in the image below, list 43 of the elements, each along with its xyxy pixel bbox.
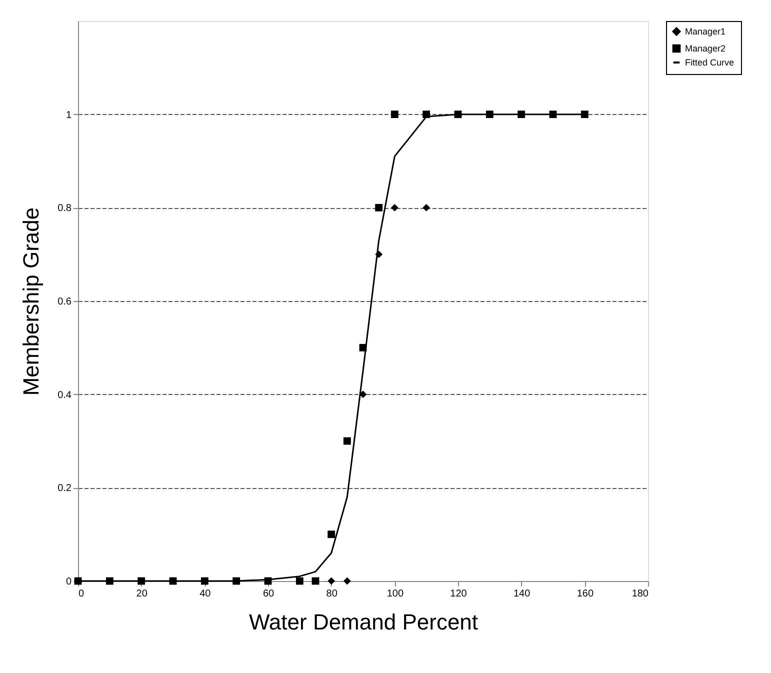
point	[343, 577, 351, 585]
point	[390, 204, 398, 212]
point	[359, 390, 367, 398]
y-tick-label: 0.8	[58, 203, 72, 214]
x-tick-label: 80	[326, 588, 338, 600]
legend-label: Manager2	[685, 44, 726, 54]
x-tick-label: 140	[513, 588, 531, 600]
point	[454, 110, 462, 118]
x-tick-label: 120	[450, 588, 468, 600]
legend-label: Manager1	[685, 26, 726, 36]
point	[138, 577, 146, 585]
point	[549, 110, 557, 118]
point	[375, 204, 383, 212]
x-tick-label: 160	[576, 588, 594, 600]
x-tick-label: 60	[262, 588, 274, 600]
x-axis-title: Water Demand Percent	[248, 610, 478, 634]
x-tick-label: 100	[386, 588, 404, 600]
y-tick-label: 0.4	[58, 390, 72, 401]
point	[422, 204, 430, 212]
x-tick-label: 0	[78, 588, 84, 600]
point	[486, 110, 494, 118]
point	[328, 530, 336, 538]
y-tick-label: 0.6	[58, 296, 72, 308]
point	[390, 110, 398, 118]
point	[580, 110, 588, 118]
y-tick-label: 0.2	[58, 483, 72, 494]
point	[422, 110, 430, 118]
y-tick-label: 0	[66, 576, 72, 588]
point	[232, 577, 240, 585]
x-tick-label: 40	[200, 588, 212, 600]
point	[200, 577, 208, 585]
point	[375, 250, 383, 258]
legend-label: Fitted Curve	[685, 58, 734, 68]
point	[343, 437, 351, 445]
point	[106, 577, 114, 585]
y-tick-label: 1	[66, 110, 72, 121]
y-axis-title: Membership Grade	[18, 207, 44, 396]
x-tick-label: 180	[632, 588, 649, 600]
x-tick-label: 20	[136, 588, 148, 600]
point	[359, 344, 367, 352]
point	[518, 110, 526, 118]
point	[296, 577, 304, 585]
point	[328, 577, 336, 585]
